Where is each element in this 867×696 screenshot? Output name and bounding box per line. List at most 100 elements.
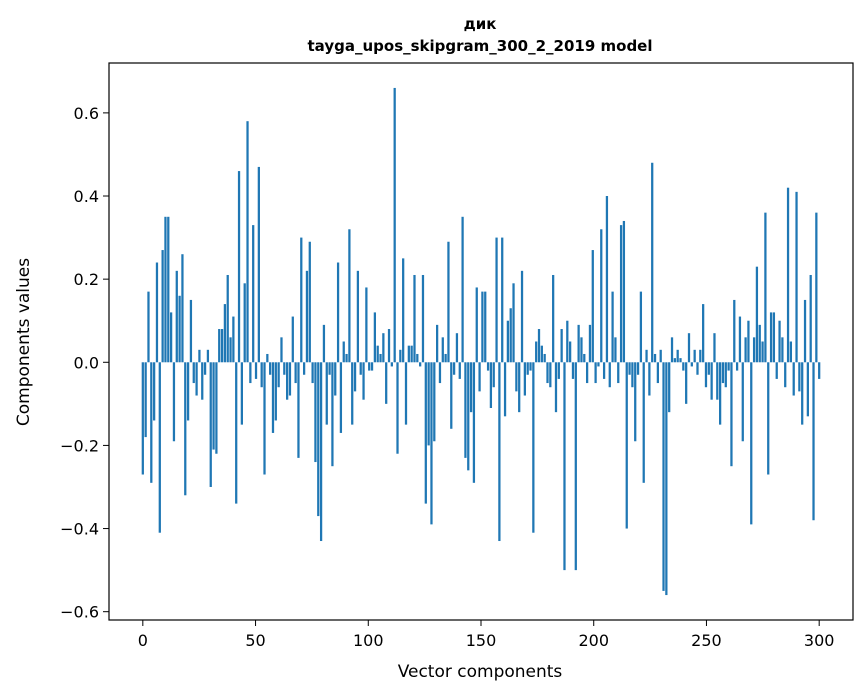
bar: [600, 229, 603, 363]
bar: [430, 362, 433, 525]
bar: [266, 353, 269, 363]
bar: [450, 362, 453, 429]
bar: [801, 362, 804, 425]
bar: [243, 283, 246, 363]
bar: [390, 362, 393, 367]
bar: [744, 337, 747, 363]
bar: [438, 362, 442, 384]
bar: [322, 324, 326, 363]
bar: [486, 362, 490, 371]
bar: [229, 337, 232, 363]
bar: [719, 362, 722, 425]
bar: [328, 362, 331, 375]
bar: [254, 362, 258, 379]
bar: [659, 349, 662, 363]
bar: [767, 362, 770, 475]
bar: [169, 312, 173, 363]
bar: [489, 362, 493, 408]
bar: [291, 316, 294, 363]
bar: [554, 362, 558, 413]
bar: [690, 362, 693, 367]
bar: [206, 349, 210, 363]
bar: [670, 337, 674, 363]
bar: [215, 362, 218, 454]
y-tick-label: −0.2: [60, 436, 99, 455]
bar: [506, 320, 510, 363]
bar: [274, 362, 277, 421]
bar: [209, 362, 212, 487]
bar: [628, 362, 631, 375]
bar: [235, 362, 238, 504]
bar: [526, 362, 529, 375]
bar: [365, 287, 368, 363]
bar: [809, 274, 812, 363]
bar: [733, 299, 736, 363]
bar: [226, 274, 229, 363]
bar: [702, 304, 705, 363]
bar: [789, 341, 793, 363]
bars-group: [141, 87, 821, 596]
bar: [223, 304, 227, 363]
bar: [614, 337, 617, 363]
bar: [237, 171, 241, 363]
bar: [277, 362, 280, 388]
bar: [563, 362, 566, 571]
bar: [189, 299, 193, 363]
bar: [220, 329, 224, 363]
bar: [288, 362, 292, 396]
bar: [682, 362, 685, 371]
bar: [164, 216, 167, 363]
bar: [475, 287, 478, 363]
bar: [730, 362, 733, 467]
bar: [402, 258, 405, 363]
bar: [246, 121, 249, 363]
bar: [588, 324, 592, 363]
bar: [758, 324, 761, 363]
y-tick-label: 0.2: [74, 270, 99, 289]
bar: [608, 362, 611, 388]
bar: [441, 337, 444, 363]
bar: [184, 362, 187, 496]
bar: [314, 362, 317, 463]
bar: [687, 333, 691, 363]
bar: [368, 362, 371, 371]
bar: [172, 362, 176, 442]
bar: [622, 220, 626, 363]
bar: [685, 362, 688, 404]
y-tick-label: 0.0: [74, 353, 99, 372]
bar: [141, 362, 144, 475]
x-tick-label: 250: [691, 631, 722, 650]
bar: [605, 196, 609, 363]
bar: [761, 341, 764, 363]
bar: [792, 362, 795, 396]
bar: [583, 353, 586, 363]
bar: [775, 362, 778, 379]
bar: [597, 362, 600, 367]
bar: [212, 362, 215, 450]
x-tick-label: 200: [578, 631, 609, 650]
bar: [492, 362, 495, 388]
bar: [648, 362, 651, 396]
bar: [469, 362, 473, 413]
bar: [218, 329, 221, 363]
bar: [537, 329, 541, 363]
bar: [653, 353, 657, 363]
bar: [656, 362, 659, 384]
bar: [532, 362, 535, 533]
bar: [818, 362, 821, 379]
bar: [153, 362, 156, 421]
bar: [478, 362, 481, 392]
bar: [419, 362, 422, 367]
bar: [585, 362, 589, 384]
bar: [784, 362, 787, 388]
bar: [772, 312, 776, 363]
bar: [399, 349, 402, 363]
bar: [421, 274, 425, 363]
bar: [580, 337, 583, 363]
bar: [566, 320, 569, 363]
bar: [286, 362, 289, 400]
bar: [786, 187, 790, 363]
bar: [167, 216, 170, 363]
bar: [464, 362, 467, 458]
bar: [481, 291, 484, 363]
